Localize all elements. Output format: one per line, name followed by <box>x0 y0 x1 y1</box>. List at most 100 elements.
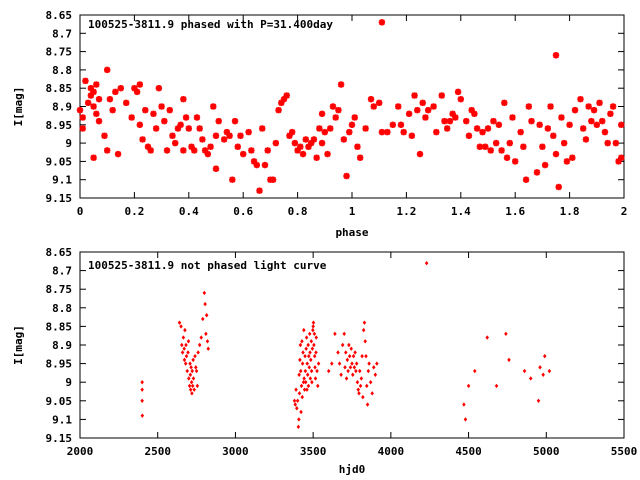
x-tick-label: 4000 <box>378 445 405 458</box>
data-point <box>185 368 190 374</box>
data-point <box>128 114 135 121</box>
data-point <box>308 376 313 381</box>
data-point <box>136 121 144 128</box>
data-point <box>199 136 206 143</box>
data-point <box>528 117 535 125</box>
data-point <box>332 114 339 121</box>
y-tick-label: 8.75 <box>46 283 73 296</box>
x-tick-label: 1.6 <box>505 205 525 218</box>
data-point <box>336 350 340 355</box>
data-point <box>314 350 318 355</box>
data-point <box>297 143 304 150</box>
data-point <box>304 335 309 340</box>
data-point <box>192 387 196 392</box>
data-point <box>357 391 361 396</box>
data-point <box>593 121 600 128</box>
data-point <box>566 121 573 128</box>
data-point <box>321 128 328 136</box>
data-point <box>580 125 587 132</box>
data-point <box>430 103 437 110</box>
x-tick-label: 4500 <box>455 445 482 458</box>
data-point <box>196 125 203 132</box>
data-point <box>372 365 376 370</box>
data-point <box>196 350 200 355</box>
data-point <box>188 372 193 377</box>
data-point <box>191 376 196 381</box>
data-point <box>140 398 144 403</box>
data-point <box>307 331 312 337</box>
data-point <box>612 139 620 147</box>
data-point <box>76 106 84 114</box>
data-point <box>104 66 111 74</box>
data-point <box>509 114 516 121</box>
data-point <box>306 383 311 389</box>
data-point <box>195 383 200 389</box>
unphased-x-axis-label: hjd0 <box>339 463 366 476</box>
data-point <box>364 353 368 359</box>
y-tick-label: 9.15 <box>46 192 73 205</box>
y-tick-label: 8.8 <box>52 64 72 77</box>
data-point <box>528 376 533 381</box>
data-point <box>492 139 500 147</box>
data-point <box>295 406 299 411</box>
data-point <box>240 150 247 158</box>
data-point <box>310 346 315 351</box>
x-tick-label: 1 <box>349 205 356 218</box>
data-point <box>342 331 346 337</box>
data-point <box>301 380 306 385</box>
data-point <box>552 150 560 158</box>
x-tick-label: 0.2 <box>124 205 144 218</box>
y-tick-label: 8.7 <box>52 27 72 40</box>
x-tick-label: 0.4 <box>179 205 199 218</box>
data-point <box>205 339 210 344</box>
data-point <box>161 117 168 125</box>
data-point <box>316 125 323 132</box>
data-point <box>577 95 584 103</box>
x-tick-label: 2 <box>621 205 628 218</box>
data-point <box>190 391 194 396</box>
data-point <box>275 106 282 114</box>
data-point <box>446 117 454 125</box>
data-point <box>312 353 317 359</box>
data-point <box>340 136 348 143</box>
data-point <box>133 88 141 96</box>
data-point <box>179 324 183 329</box>
data-point <box>308 350 312 355</box>
data-point <box>618 154 625 161</box>
data-point <box>169 132 176 139</box>
data-point <box>248 147 255 154</box>
data-point <box>588 117 595 125</box>
data-point <box>378 19 386 26</box>
data-point <box>215 117 222 125</box>
data-point <box>596 99 603 107</box>
y-tick-label: 9.15 <box>46 432 73 445</box>
data-point <box>350 361 354 366</box>
data-point <box>95 117 103 125</box>
data-point <box>466 383 471 389</box>
x-tick-label: 2500 <box>144 445 171 458</box>
data-point <box>389 121 396 128</box>
data-point <box>384 128 391 136</box>
data-point <box>253 161 260 169</box>
data-point <box>454 88 462 96</box>
data-point <box>185 125 192 132</box>
data-point <box>140 387 144 392</box>
data-point <box>411 92 418 99</box>
data-point <box>210 103 217 110</box>
data-point <box>414 106 421 114</box>
data-point <box>424 260 429 266</box>
data-point <box>231 117 239 125</box>
x-tick-label: 3000 <box>222 445 249 458</box>
data-point <box>201 316 205 322</box>
data-point <box>348 121 356 128</box>
data-point <box>408 132 416 139</box>
data-point <box>206 346 210 351</box>
data-point <box>362 125 369 132</box>
data-point <box>303 368 308 374</box>
data-point <box>310 136 318 143</box>
unphased-y-ticks: 8.65 8.7 8.75 8.8 8.85 8.9 8.95 9 9.05 9.1 9.15 <box>46 246 624 445</box>
data-point <box>353 350 357 355</box>
y-tick-label: 9.1 <box>52 174 72 187</box>
data-point <box>188 361 192 366</box>
x-tick-label: 1.8 <box>560 205 580 218</box>
